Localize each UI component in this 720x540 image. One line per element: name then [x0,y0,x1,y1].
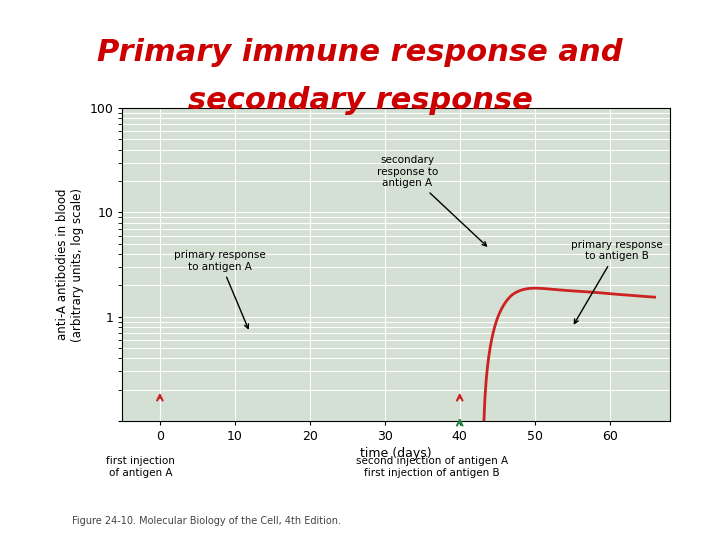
Text: Primary immune response and: Primary immune response and [97,38,623,67]
Text: secondary response: secondary response [188,86,532,116]
Text: second injection of antigen A
first injection of antigen B: second injection of antigen A first inje… [356,456,508,478]
Y-axis label: anti-A antibodies in blood
(arbitrary units, log scale): anti-A antibodies in blood (arbitrary un… [56,187,84,342]
Text: first injection
of antigen A: first injection of antigen A [106,456,175,478]
Text: secondary
response to
antigen A: secondary response to antigen A [377,155,487,246]
Text: primary response
to antigen B: primary response to antigen B [571,240,663,323]
Text: Figure 24-10. Molecular Biology of the Cell, 4th Edition.: Figure 24-10. Molecular Biology of the C… [72,516,341,526]
Text: primary response
to antigen A: primary response to antigen A [174,250,266,328]
X-axis label: time (days): time (days) [360,448,432,461]
